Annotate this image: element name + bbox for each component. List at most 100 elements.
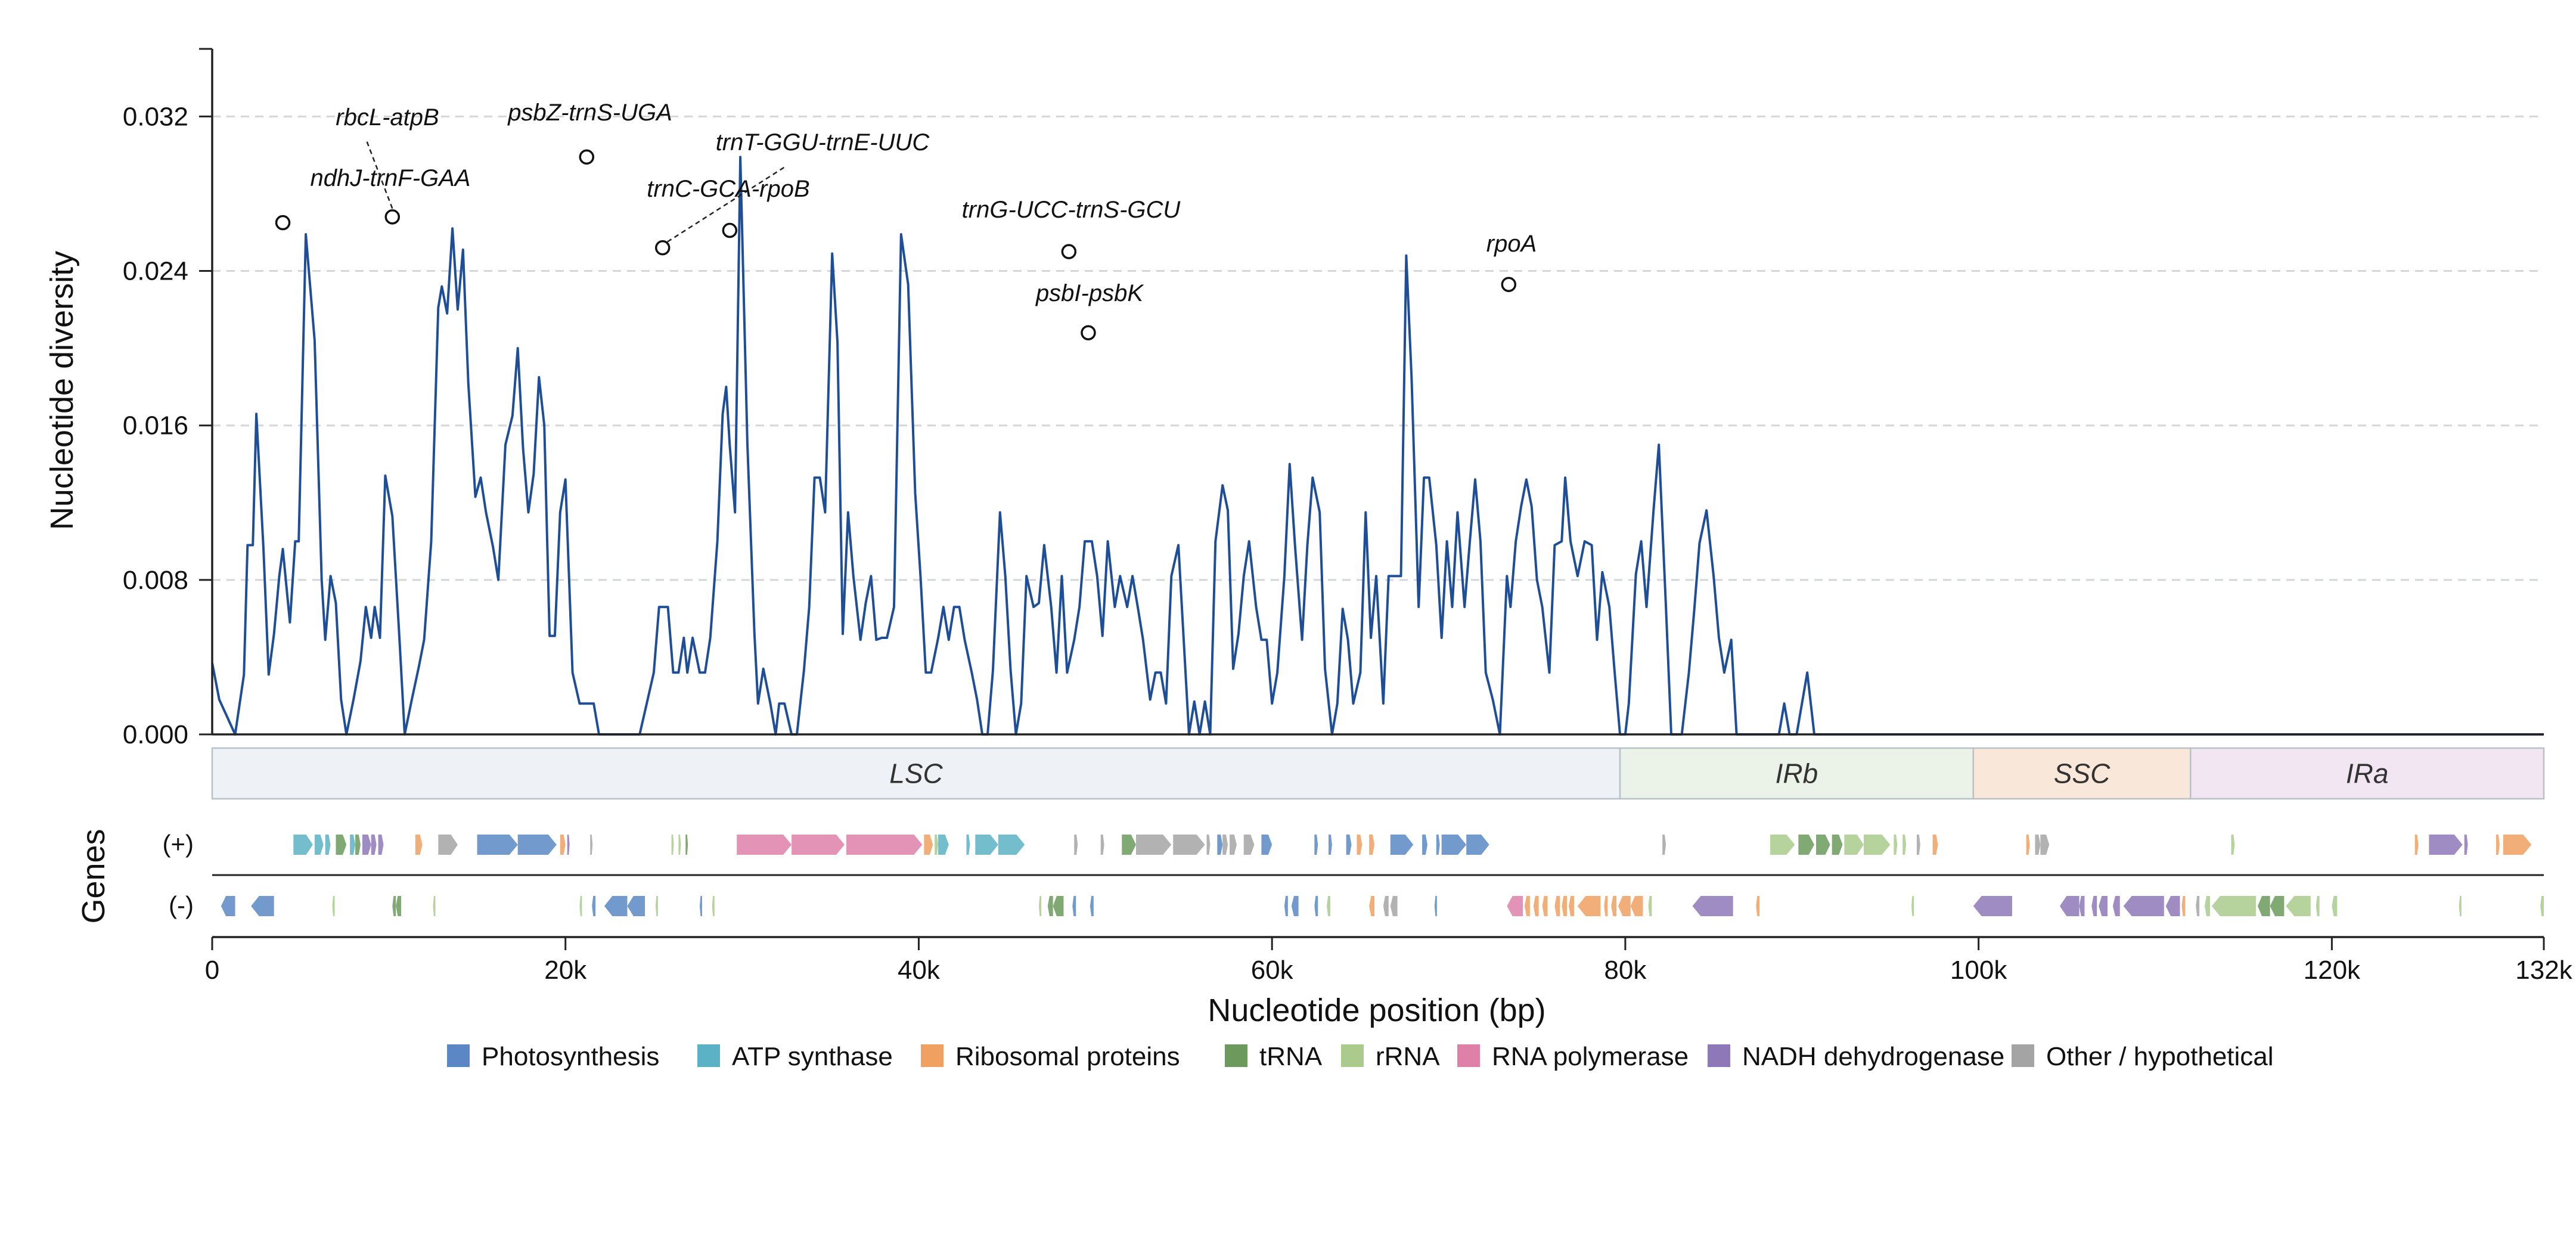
gene-feature [1832, 835, 1843, 855]
gene-feature [560, 835, 566, 855]
gene-feature [1554, 896, 1560, 916]
peak-marker [579, 149, 595, 165]
gene-feature [737, 835, 792, 855]
gene-feature [1357, 835, 1363, 855]
gene-feature [1072, 896, 1076, 916]
x-tick-label: 20k [544, 956, 587, 985]
gene-feature [567, 835, 570, 855]
gene-feature [1053, 896, 1064, 916]
gene-feature [2332, 896, 2338, 916]
gene-feature [2414, 835, 2419, 855]
gene-feature [2316, 896, 2320, 916]
x-tick-label: 120k [2304, 956, 2361, 985]
gene-feature [1911, 896, 1914, 916]
gene-feature [1261, 835, 1273, 855]
plus-strand-label: (+) [163, 830, 194, 858]
gene-feature [2091, 896, 2097, 916]
gene-feature [2059, 896, 2080, 916]
gene-feature [1135, 835, 1172, 855]
gene-feature [1562, 896, 1568, 916]
gene-feature [293, 835, 313, 855]
gene-feature [655, 896, 658, 916]
gene-feature [1243, 835, 1255, 855]
y-tick-label: 0.008 [123, 566, 188, 595]
gene-feature [1047, 896, 1053, 916]
y-tick-label: 0.032 [123, 102, 188, 131]
x-tick-label: 60k [1251, 956, 1294, 985]
gene-feature [392, 896, 396, 916]
gene-feature [924, 835, 933, 855]
gene-feature [699, 896, 702, 916]
peak-label: psbZ-trnS-UGA [507, 100, 672, 126]
region-track: LSC IRb SSC IRa [211, 747, 2545, 800]
gene-feature [336, 835, 347, 855]
gene-track [212, 835, 2544, 916]
gene-feature [1217, 835, 1223, 855]
legend-label: rRNA [1376, 1042, 1440, 1071]
gene-feature [1206, 835, 1211, 855]
legend-swatch [697, 1044, 720, 1067]
gene-feature [1611, 896, 1617, 916]
gene-feature [1434, 896, 1437, 916]
gene-feature [355, 835, 361, 855]
gene-feature [314, 835, 324, 855]
gene-feature [1916, 835, 1920, 855]
x-tick-label: 0 [205, 956, 219, 985]
gene-feature [332, 896, 335, 916]
gene-feature [579, 896, 582, 916]
gene-feature [1894, 835, 1898, 855]
peak-marker [654, 240, 671, 256]
gene-feature [1284, 896, 1288, 916]
gene-feature [325, 835, 331, 855]
gene-feature [2464, 835, 2468, 855]
region-block-irb [1619, 747, 1974, 800]
gene-feature [604, 896, 628, 916]
peak-label: rpoA [1486, 231, 1537, 257]
legend-swatch [1708, 1044, 1730, 1067]
legend-label: Other / hypothetical [2046, 1042, 2274, 1071]
gene-feature [1756, 896, 1760, 916]
gene-feature [438, 835, 458, 855]
gene-feature [2079, 896, 2085, 916]
gene-feature [1864, 835, 1891, 855]
gene-feature [2123, 896, 2164, 916]
gene-feature [2099, 896, 2108, 916]
gene-feature [1577, 896, 1601, 916]
gene-feature [975, 835, 998, 855]
region-label-ssc: SSC [2054, 758, 2111, 789]
gene-feature [1542, 896, 1548, 916]
gene-feature [2035, 835, 2041, 855]
gene-feature [1383, 896, 1389, 916]
gene-feature [1630, 896, 1643, 916]
gene-feature [2429, 835, 2463, 855]
gene-feature [2503, 835, 2532, 855]
gene-feature [251, 896, 274, 916]
gene-feature [517, 835, 557, 855]
gene-feature [2496, 835, 2500, 855]
peak-label: trnT-GGU-trnE-UUC [716, 129, 930, 156]
x-tick-label: 100k [1950, 956, 2007, 985]
gene-feature [477, 835, 518, 855]
legend: Photosynthesis ATP synthase Ribosomal prot… [447, 1042, 2274, 1071]
gene-feature [1569, 896, 1574, 916]
gene-feature [685, 835, 688, 855]
gene-feature [1648, 896, 1652, 916]
legend-label: ATP synthase [732, 1042, 893, 1071]
diversity-line-layer [211, 156, 2544, 736]
peak-marker [722, 222, 738, 238]
gene-feature [678, 835, 681, 855]
legend-swatch [1457, 1044, 1480, 1067]
gene-feature [1618, 896, 1631, 916]
region-label-lsc: LSC [889, 758, 943, 789]
legend-label: tRNA [1259, 1042, 1323, 1071]
region-label-irb: IRb [1776, 758, 1818, 789]
genes-track-title: Genes [76, 829, 111, 923]
gene-feature [1770, 835, 1795, 855]
gene-feature [1122, 835, 1136, 855]
gene-feature [1436, 835, 1440, 855]
gene-feature [1507, 896, 1523, 916]
gene-feature [1369, 835, 1375, 855]
gene-feature [2459, 896, 2462, 916]
gene-feature [1441, 835, 1467, 855]
